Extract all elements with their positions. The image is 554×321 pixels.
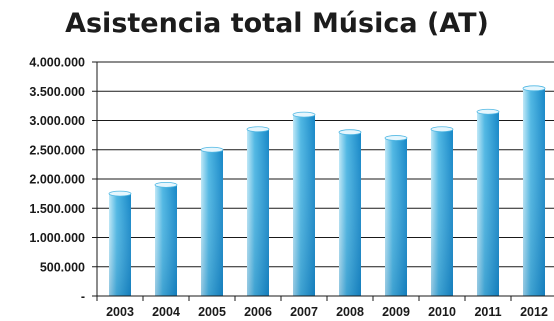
y-tick-label: 3.500.000: [29, 85, 85, 99]
x-tick-label: 2009: [382, 305, 410, 319]
x-tick-label: 2006: [244, 305, 272, 319]
y-tick-label: 4.000.000: [29, 56, 85, 70]
x-tick-label: 2004: [152, 305, 180, 319]
tick-labels: - 500.000 1.000.000 1.500.000 2.000.000 2.500…: [29, 56, 548, 320]
y-tick-label: 3.000.000: [29, 114, 85, 128]
bar-shade: [201, 149, 223, 296]
y-tick-label: 1.500.000: [29, 202, 85, 216]
bar: [154, 181, 178, 296]
bar-shade: [477, 111, 499, 296]
bar: [292, 111, 316, 297]
bar-shade: [109, 193, 131, 296]
axes: [92, 61, 554, 301]
x-tick-label: 2012: [520, 305, 548, 319]
bar-shade: [247, 129, 269, 296]
bar-cap: [522, 85, 546, 92]
y-tick-label: 2.000.000: [29, 173, 85, 187]
bar-shade: [385, 138, 407, 296]
bars: [108, 85, 546, 297]
bar: [430, 126, 454, 296]
bar: [476, 108, 500, 296]
y-tick-label: 2.500.000: [29, 143, 85, 157]
bar: [200, 146, 224, 296]
y-tick-label: 1.000.000: [29, 231, 85, 245]
bar-cap: [384, 135, 408, 141]
x-tick-label: 2008: [336, 305, 364, 319]
chart-title: Asistencia total Música (AT): [65, 8, 489, 39]
bar-cap: [338, 129, 362, 136]
bar-cap: [430, 126, 454, 133]
x-tick-label: 2010: [428, 305, 456, 319]
y-tick-label: 500.000: [40, 260, 85, 274]
bar-cap: [108, 190, 132, 197]
bar: [522, 85, 546, 296]
x-tick-label: 2005: [198, 305, 226, 319]
bar-cap: [154, 181, 178, 188]
bar-shade: [155, 184, 177, 296]
bar-shade: [431, 129, 453, 296]
bar-cap: [292, 111, 316, 118]
bar-shade: [339, 132, 361, 296]
bar: [246, 126, 270, 296]
x-tick-label: 2011: [474, 305, 501, 319]
bar: [338, 129, 362, 296]
bar-cap: [200, 146, 224, 153]
bar: [384, 135, 408, 296]
bar-shade: [523, 88, 545, 296]
x-tick-label: 2003: [106, 305, 134, 319]
x-tick-label: 2007: [290, 305, 318, 319]
bar: [108, 190, 132, 296]
y-tick-label: -: [81, 290, 85, 304]
bar-shade: [293, 114, 315, 297]
bar-cap: [476, 108, 500, 115]
bar-cap: [246, 126, 270, 133]
